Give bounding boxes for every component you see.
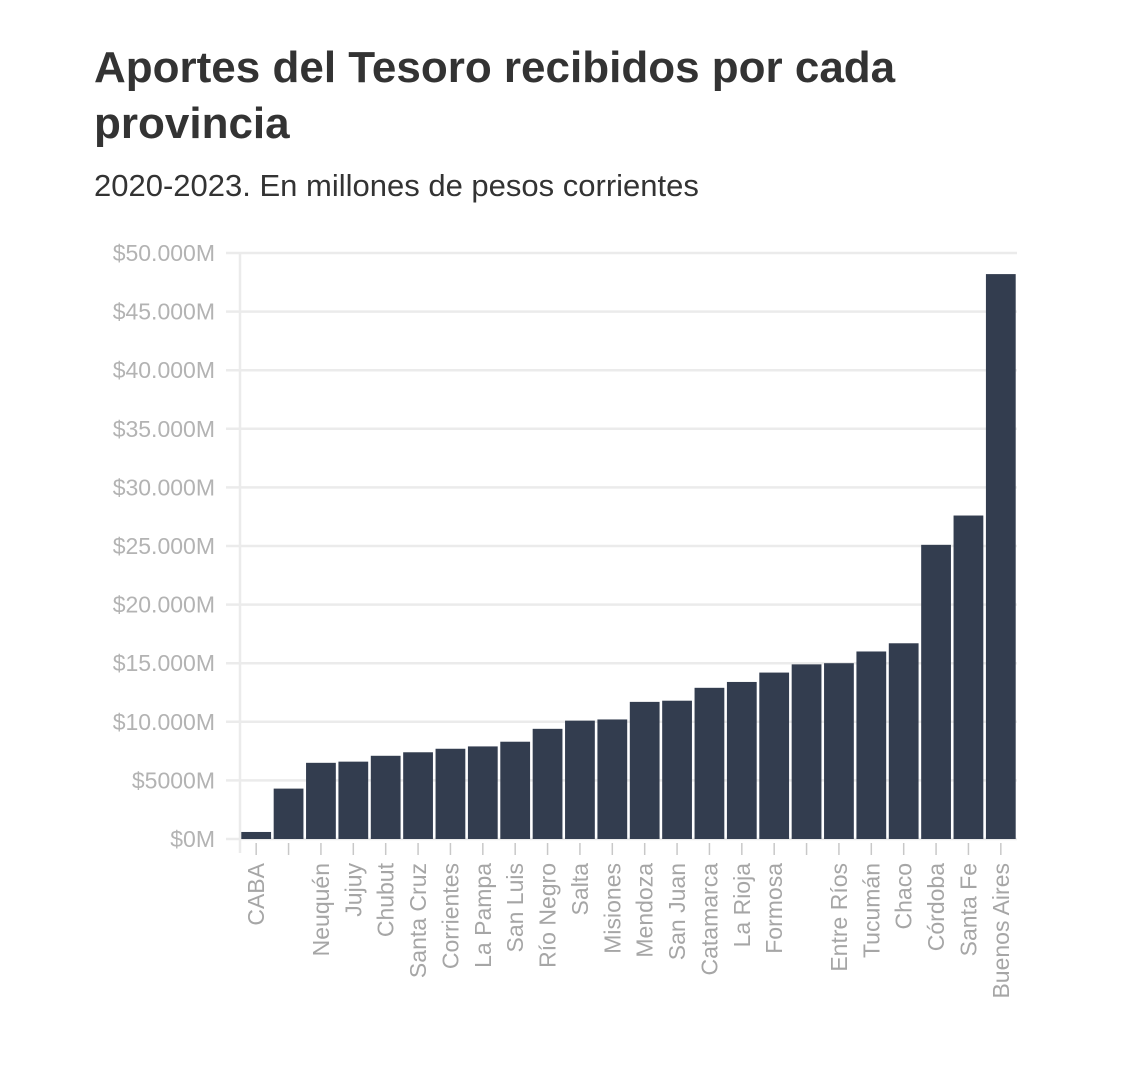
chart-subtitle: 2020-2023. En millones de pesos corrient… — [94, 168, 699, 203]
bar — [629, 701, 660, 839]
x-category-label: Salta — [567, 863, 593, 916]
x-category-label: Misiones — [599, 863, 625, 954]
y-tick-label: $20.000M — [113, 592, 215, 618]
bar — [824, 663, 854, 839]
bar — [597, 719, 628, 839]
y-axis-tick-labels: $0M $5000M $10.000M $15.000M $20.000M $25.000… — [113, 240, 215, 852]
x-category-label: Chubut — [373, 862, 399, 937]
x-category-label: Tucumán — [858, 863, 884, 958]
x-category-label: Santa Cruz — [405, 863, 431, 978]
bar — [726, 681, 757, 839]
x-category-label: Chaco — [891, 863, 917, 929]
y-tick-label: $0M — [170, 826, 215, 852]
x-category-label: Formosa — [761, 863, 787, 954]
bar — [953, 515, 984, 839]
y-tick-label: $10.000M — [113, 709, 215, 735]
bar — [338, 761, 369, 839]
x-category-label: Río Negro — [535, 863, 561, 968]
bar — [241, 831, 272, 839]
bar — [565, 720, 595, 839]
y-tick-label: $50.000M — [113, 240, 215, 266]
bar — [435, 748, 466, 839]
x-category-label: La Rioja — [729, 863, 755, 948]
y-tick-label: $25.000M — [113, 533, 215, 559]
bar — [759, 672, 790, 839]
x-category-label: Corrientes — [437, 863, 463, 969]
chart-title: Aportes del Tesoro recibidos por cada pr… — [94, 43, 896, 148]
bar — [467, 746, 498, 839]
bar — [500, 741, 531, 839]
bar — [985, 274, 1016, 839]
x-category-label: La Pampa — [470, 863, 496, 968]
bar — [791, 664, 822, 839]
x-category-label: CABA — [243, 862, 269, 925]
x-category-label: Córdoba — [923, 863, 949, 951]
x-axis-category-labels: CABA Neuquén Jujuy Chubut Santa Cruz Corrient… — [243, 862, 1014, 998]
x-category-label: Jujuy — [340, 863, 366, 917]
bars — [241, 274, 1016, 839]
bar — [403, 752, 433, 839]
x-category-label: Catamarca — [696, 863, 722, 976]
x-category-label: Santa Fe — [955, 863, 981, 956]
y-tick-label: $15.000M — [113, 650, 215, 676]
bar — [532, 728, 563, 839]
y-tick-label: $30.000M — [113, 474, 215, 500]
bar — [370, 755, 401, 839]
x-category-label: Mendoza — [632, 863, 658, 958]
x-category-label: Buenos Aires — [988, 863, 1014, 999]
bar — [306, 762, 336, 839]
x-category-label: San Luis — [502, 863, 528, 953]
bar — [856, 651, 887, 839]
bar — [888, 643, 919, 839]
x-category-label: San Juan — [664, 863, 690, 960]
y-tick-label: $35.000M — [113, 416, 215, 442]
y-tick-label: $40.000M — [113, 357, 215, 383]
x-axis-ticks — [255, 843, 1002, 855]
bar — [662, 700, 692, 839]
x-category-label: Entre Ríos — [826, 863, 852, 972]
bar — [921, 544, 951, 839]
bar — [694, 687, 725, 839]
bar — [273, 788, 304, 839]
y-tick-label: $5000M — [132, 767, 215, 793]
y-tick-label: $45.000M — [113, 299, 215, 325]
x-category-label: Neuquén — [308, 863, 334, 956]
